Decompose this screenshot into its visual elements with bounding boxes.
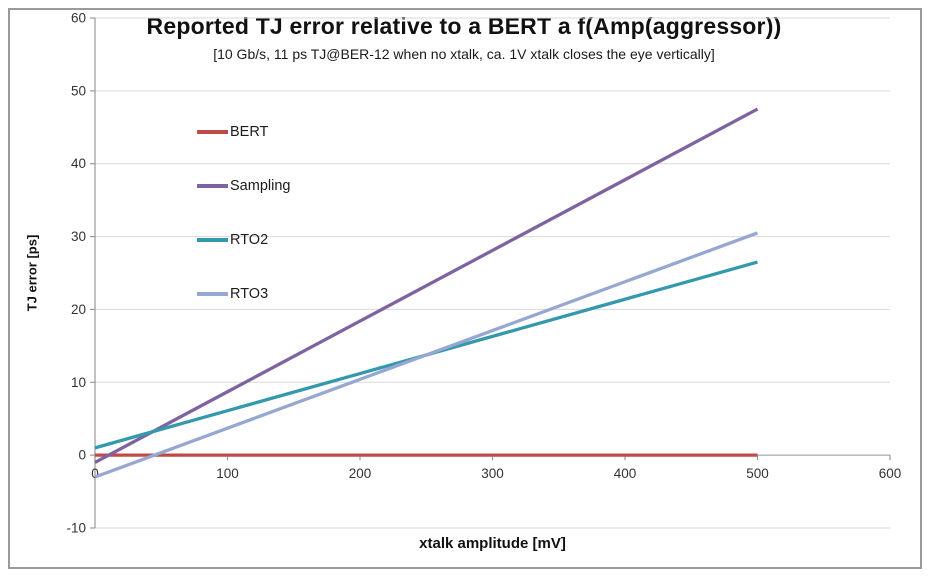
chart-title: Reported TJ error relative to a BERT a f… bbox=[146, 13, 782, 39]
chart-subtitle: [10 Gb/s, 11 ps TJ@BER-12 when no xtalk,… bbox=[213, 46, 715, 62]
series-line-rto3 bbox=[94, 231, 759, 479]
x-tick-label: 0 bbox=[91, 466, 99, 481]
legend-swatch-rto2 bbox=[197, 238, 228, 242]
legend-swatch-rto3 bbox=[197, 292, 228, 296]
series-line-sampling bbox=[94, 107, 759, 464]
legend-swatch-bert bbox=[197, 130, 228, 134]
y-tick-label: 30 bbox=[71, 229, 86, 244]
legend-item-bert: BERT bbox=[197, 121, 268, 143]
legend-item-sampling: Sampling bbox=[197, 175, 290, 197]
y-tick-label: 0 bbox=[78, 448, 86, 463]
y-tick-label: 20 bbox=[71, 302, 86, 317]
legend-label: Sampling bbox=[230, 178, 291, 194]
legend-label: BERT bbox=[230, 124, 269, 140]
x-tick-label: 400 bbox=[614, 466, 637, 481]
x-tick-label: 300 bbox=[481, 466, 504, 481]
y-axis-title-text: TJ error [ps] bbox=[24, 234, 40, 312]
legend-item-rto3: RTO3 bbox=[197, 283, 268, 305]
x-tick-label: 200 bbox=[349, 466, 372, 481]
legend-label: RTO2 bbox=[230, 232, 269, 248]
x-tick-label: 600 bbox=[879, 466, 902, 481]
legend-item-rto2: RTO2 bbox=[197, 229, 268, 251]
x-axis-title: xtalk amplitude [mV] bbox=[419, 535, 566, 552]
y-tick-label: 40 bbox=[71, 156, 86, 171]
x-tick-label: 100 bbox=[216, 466, 239, 481]
y-tick-label: 10 bbox=[71, 375, 86, 390]
y-tick-label: 50 bbox=[71, 83, 86, 98]
legend-swatch-sampling bbox=[197, 184, 228, 188]
y-tick-label: 60 bbox=[71, 11, 86, 26]
y-tick-label: -10 bbox=[66, 521, 86, 536]
x-tick-label: 500 bbox=[746, 466, 769, 481]
legend-label: RTO3 bbox=[230, 286, 269, 302]
